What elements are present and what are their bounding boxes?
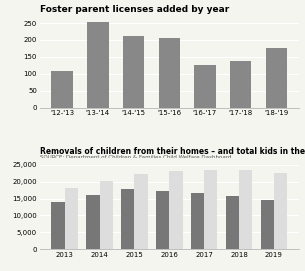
Bar: [87, 22, 109, 108]
Bar: [65, 188, 78, 249]
Bar: [266, 48, 287, 108]
Bar: [194, 65, 216, 108]
Bar: [239, 170, 252, 249]
Bar: [52, 202, 65, 249]
Bar: [121, 189, 135, 249]
Bar: [260, 200, 274, 249]
Bar: [169, 172, 182, 249]
Bar: [99, 181, 113, 249]
Bar: [204, 170, 217, 249]
Text: SOURCE: Department of Children & Families Child Welfare Dashboard: SOURCE: Department of Children & Familie…: [40, 155, 231, 160]
Bar: [191, 193, 204, 249]
Bar: [230, 61, 251, 108]
Text: Foster parent licenses added by year: Foster parent licenses added by year: [40, 5, 229, 14]
Bar: [86, 195, 99, 249]
Bar: [226, 196, 239, 249]
Bar: [123, 36, 144, 108]
Bar: [159, 38, 180, 108]
Text: Removals of children from their homes – and total kids in the system 2013-2019: Removals of children from their homes – …: [40, 147, 305, 156]
Bar: [135, 174, 148, 249]
Bar: [274, 173, 287, 249]
Bar: [52, 72, 73, 108]
Bar: [156, 191, 169, 249]
